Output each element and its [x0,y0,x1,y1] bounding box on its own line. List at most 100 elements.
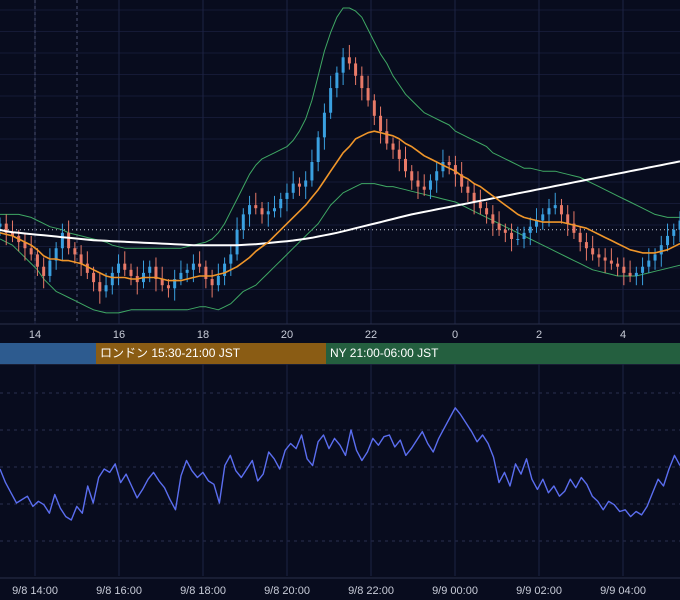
candle-body [216,275,220,286]
x-tick-label: 22 [365,329,377,341]
x-tick-label: 0 [452,329,458,341]
candle-body [117,263,121,273]
candle-body [591,248,595,255]
candle-body [547,208,551,215]
x-tick-label: 18 [197,329,209,341]
price-chart[interactable]: 14 16 18 20 22 0 2 4 [0,0,680,343]
candle-body [204,266,208,280]
x-tick-label: 9/8 16:00 [96,585,142,597]
candle-body [198,263,202,267]
candle-body [478,202,482,209]
candle-body [566,214,570,224]
candle-body [672,229,676,236]
candle-body [123,263,127,270]
candle-body [191,263,195,270]
candle-body [260,208,264,215]
candle-body [578,232,582,243]
candle-body [485,208,489,215]
candle-body [641,266,645,273]
candle-body [372,100,376,116]
band-lower-line [0,183,680,314]
x-tick-label: 9/9 00:00 [432,585,478,597]
candle-body [559,205,563,215]
candle-body [0,223,2,227]
x-axis-band [0,324,680,343]
candle-body [229,254,233,264]
candle-body [653,254,657,261]
session-bar-newyork: NY 21:00-06:00 JST [326,343,680,364]
candle-body [266,211,270,215]
candle-body [528,226,532,233]
candle-body [441,162,445,172]
candle-body [647,260,651,267]
x-tick-label: 9/9 02:00 [516,585,562,597]
candle-body [85,263,89,273]
candle-body [235,229,239,255]
candle-body [460,174,464,187]
candle-body [166,285,170,289]
candle-body [379,115,383,132]
candle-body [428,180,432,190]
candle-body [67,232,71,249]
session-bar-london: ロンドン 15:30-21:00 JST [96,343,326,364]
candle-body [416,180,420,187]
candle-body [148,266,152,273]
candle-body [609,260,613,264]
candle-body [54,248,58,261]
candle-body [622,266,626,273]
session-bar-tokyo [0,343,96,364]
candle-body [35,254,39,267]
candle-body [285,192,289,199]
candle-body [335,72,339,89]
candle-body [173,279,177,289]
x-tick-label: 9/8 22:00 [348,585,394,597]
x-tick-label: 9/8 20:00 [264,585,310,597]
candle-body [453,165,457,175]
candle-body [678,220,680,230]
x-tick-label: 9/9 04:00 [600,585,646,597]
candle-body [223,263,227,276]
candle-body [616,263,620,267]
candle-body [60,232,64,249]
candle-body [310,162,314,181]
candle-body [466,186,470,193]
candle-body [98,282,102,292]
candle-body [472,192,476,203]
candle-body [279,198,283,209]
candle-body [404,158,408,172]
oscillator-line [0,407,680,521]
candle-body [185,269,189,273]
session-label-newyork: NY 21:00-06:00 JST [330,346,439,360]
candle-body [179,272,183,280]
x-tick-label: 9/8 14:00 [12,585,58,597]
x-tick-label: 2 [536,329,542,341]
candle-body [154,266,158,280]
candle-body [410,171,414,181]
candle-body [29,248,33,255]
candle-body [597,254,601,258]
candle-body [241,214,245,230]
candle-body [510,232,514,239]
candle-body [104,285,108,292]
candle-body [385,131,389,144]
session-label-london: ロンドン 15:30-21:00 JST [100,346,241,360]
candle-body [291,183,295,193]
candle-body [316,137,320,162]
x-tick-label: 20 [281,329,293,341]
oscillator-chart[interactable]: 9/8 14:00 9/8 16:00 9/8 18:00 9/8 20:00 9/8 … [0,364,680,600]
candle-body [634,272,638,276]
x-tick-label: 4 [620,329,626,341]
candle-body [272,208,276,212]
candle-body [535,220,539,227]
candle-body [628,272,632,276]
candle-body [354,63,358,76]
candle-body [391,143,395,150]
x-tick-label: 9/8 18:00 [180,585,226,597]
candle-body [497,223,501,230]
candle-body [522,232,526,239]
x-tick-label: 16 [113,329,125,341]
candle-body [541,214,545,221]
candle-body [397,149,401,159]
candle-body [666,235,670,246]
